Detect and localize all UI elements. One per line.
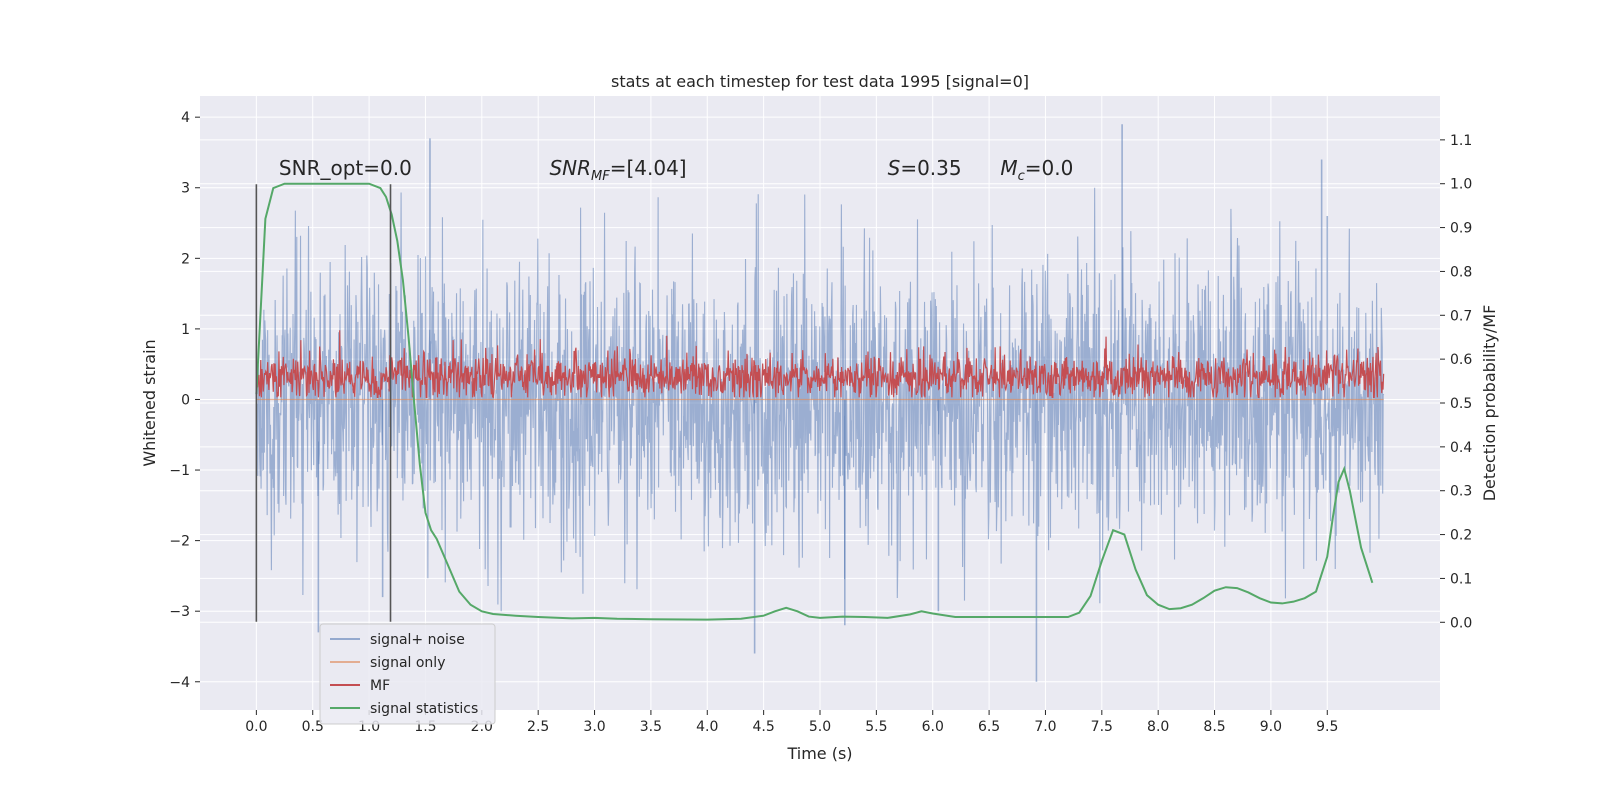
mf-line [255, 330, 1385, 399]
x-tick-label: 6.0 [922, 719, 944, 735]
legend-label-mf: MF [370, 678, 390, 694]
annotations: SNR_opt=0.0 SNRMF=[4.04] S=0.35 Mc=0.0 [279, 156, 1073, 184]
y2-tick-label: 0.2 [1450, 528, 1472, 544]
legend-box [319, 623, 496, 725]
x-tick-label: 9.5 [1316, 719, 1338, 735]
y-tick-label: −4 [169, 675, 190, 691]
y2-tick-label: 0.8 [1450, 264, 1472, 280]
y-axis-ticks: −4 −3 −2 −1 0 1 2 3 4 [169, 110, 200, 691]
y2-tick-label: 0.9 [1450, 221, 1472, 237]
y-tick-label: 2 [181, 251, 190, 267]
y2-tick-label: 1.1 [1450, 133, 1472, 149]
y-axis-label: Whitened strain [140, 339, 159, 466]
x-tick-label: 0.5 [302, 719, 324, 735]
legend-label-signal-only: signal only [370, 655, 445, 671]
y2-tick-label: 0.1 [1450, 571, 1472, 587]
y2-tick-label: 0.5 [1450, 396, 1472, 412]
y2-tick-label: 0.3 [1450, 484, 1472, 500]
x-tick-label: 9.0 [1260, 719, 1282, 735]
y-tick-label: 0 [181, 392, 190, 408]
legend-label-signal-statistics: signal statistics [370, 701, 478, 717]
series-signal-statistics [255, 182, 1374, 621]
x-tick-label: 8.0 [1147, 719, 1169, 735]
y2-axis-ticks: 0.0 0.1 0.2 0.3 0.4 0.5 0.6 0.7 0.8 0.9 1.0 1.1 [1440, 133, 1472, 631]
y-tick-label: −1 [169, 463, 190, 479]
y-tick-label: 4 [181, 110, 190, 126]
series-mf [255, 330, 1385, 399]
x-tick-label: 3.5 [640, 719, 662, 735]
chart-title: stats at each timestep for test data 199… [611, 72, 1029, 91]
x-tick-label: 4.0 [696, 719, 718, 735]
y-tick-label: 3 [181, 181, 190, 197]
y2-axis-label: Detection probability/MF [1480, 305, 1499, 502]
legend: signal+ noise signal only MF signal stat… [319, 623, 496, 725]
annotation-1: SNRMF=[4.04] [549, 156, 686, 184]
x-tick-label: 0.0 [245, 719, 267, 735]
vertical-markers [255, 184, 392, 622]
x-axis-label: Time (s) [786, 744, 852, 763]
y2-tick-label: 0.7 [1450, 308, 1472, 324]
signal-statistics-line [255, 182, 1374, 621]
x-tick-label: 7.5 [1091, 719, 1113, 735]
annotation-2: S=0.35 [888, 156, 962, 180]
y-tick-label: 1 [181, 322, 190, 338]
y-tick-label: −3 [169, 604, 190, 620]
x-tick-label: 8.5 [1203, 719, 1225, 735]
x-tick-label: 7.0 [1034, 719, 1056, 735]
y2-tick-label: 0.0 [1450, 615, 1472, 631]
x-tick-label: 5.5 [865, 719, 887, 735]
y-tick-label: −2 [169, 534, 190, 550]
x-tick-label: 5.0 [809, 719, 831, 735]
y2-tick-label: 0.4 [1450, 440, 1472, 456]
y2-tick-label: 0.6 [1450, 352, 1472, 368]
x-tick-label: 4.5 [753, 719, 775, 735]
legend-label-signal-plus-noise: signal+ noise [370, 632, 465, 648]
annotation-0: SNR_opt=0.0 [279, 156, 412, 180]
x-tick-label: 6.5 [978, 719, 1000, 735]
x-tick-label: 3.0 [583, 719, 605, 735]
annotation-3: Mc=0.0 [1000, 156, 1073, 184]
x-tick-label: 2.5 [527, 719, 549, 735]
y2-tick-label: 1.0 [1450, 177, 1472, 193]
